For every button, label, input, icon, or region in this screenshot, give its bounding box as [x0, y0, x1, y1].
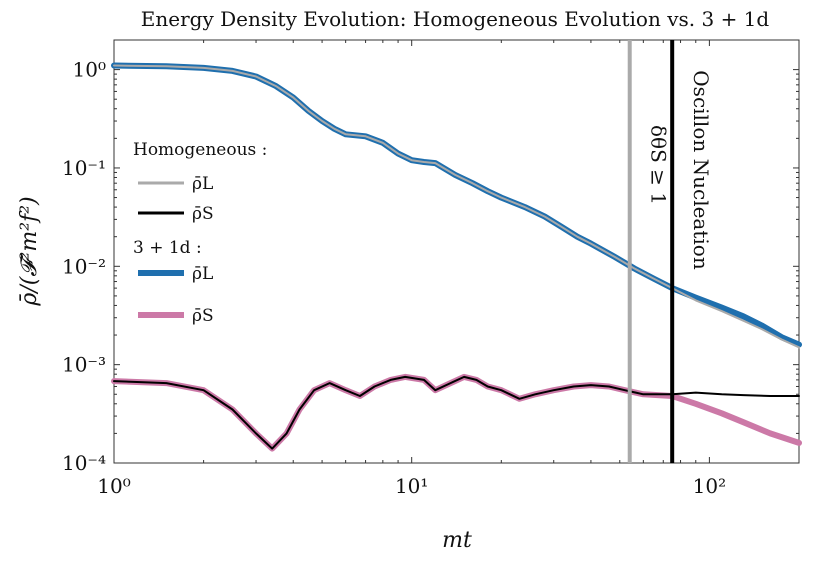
x-axis-label: mt: [442, 528, 472, 553]
legend-heading: 3 + 1d :: [133, 238, 202, 258]
x-tick-label: 10⁰: [97, 474, 130, 498]
legend-label: ρ̄S: [192, 306, 214, 326]
y-tick-label: 10⁻³: [62, 353, 106, 377]
y-tick-label: 10⁻⁴: [62, 451, 106, 475]
y-tick-label: 10⁻²: [62, 254, 106, 278]
tick-group: 10⁰ 10¹ 10² 10⁰ 10⁻¹ 10⁻² 10⁻³ 10⁻⁴: [62, 39, 800, 498]
x-tick-label: 10¹: [395, 474, 428, 498]
series-line-1: [113, 375, 800, 450]
legend-label: ρ̄S: [192, 204, 214, 224]
y-axis-label: ρ̄/(𝓕²m²f²): [17, 196, 42, 306]
legend: Homogeneous : ρ̄L ρ̄S 3 + 1d : ρ̄L ρ̄S: [133, 140, 267, 326]
y-tick-label: 10⁻¹: [62, 156, 106, 180]
legend-label: ρ̄L: [192, 174, 213, 194]
vline-label-0: δθS ≥ 1: [647, 125, 671, 205]
series-line-0: [113, 64, 800, 349]
legend-heading: Homogeneous :: [133, 140, 267, 160]
plot-area: [113, 39, 800, 464]
series-line-3: [111, 373, 802, 452]
vline-group: δθS ≥ 1 Oscillon Nucleation: [627, 40, 713, 463]
vline-label-1: Oscillon Nucleation: [689, 70, 713, 270]
legend-label: ρ̄L: [192, 264, 213, 284]
x-tick-label: 10²: [693, 474, 726, 498]
series-group: [111, 62, 802, 452]
y-tick-label: 10⁰: [73, 58, 106, 82]
chart-title: Energy Density Evolution: Homogeneous Ev…: [141, 7, 770, 31]
